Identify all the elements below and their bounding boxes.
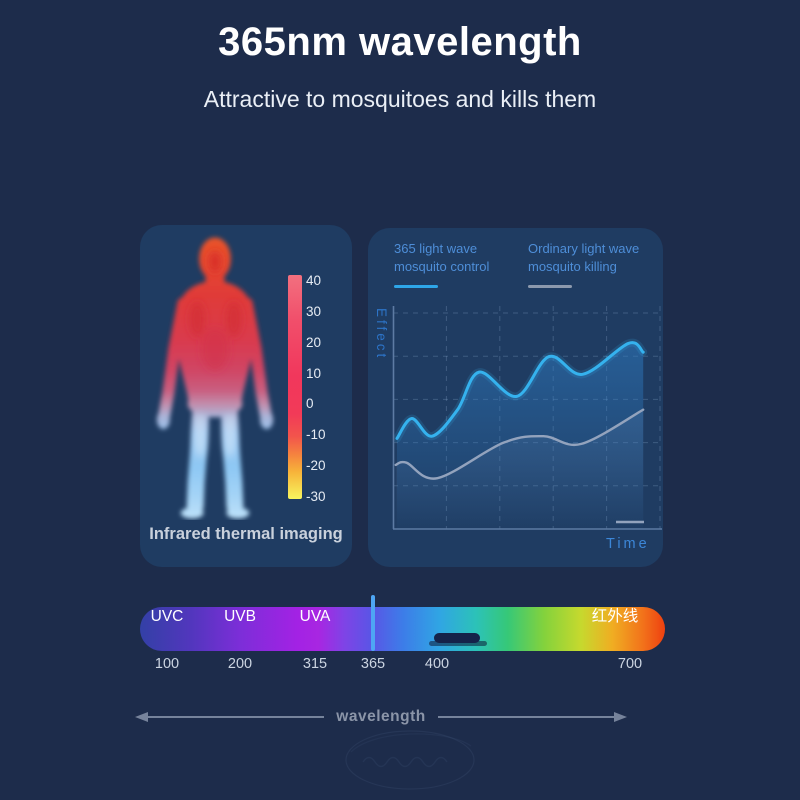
scale-label: -30 bbox=[306, 489, 326, 504]
axis-line bbox=[437, 716, 615, 718]
thermal-imaging-panel: 40 30 20 10 0 -10 -20 -30 Infrared therm… bbox=[140, 225, 352, 567]
wavelength-spectrum: UVC UVB UVA 红外线 100 200 315 365 400 700 bbox=[140, 595, 665, 680]
arrow-right-icon bbox=[614, 712, 628, 722]
wavelength-axis-label: wavelength bbox=[336, 708, 426, 725]
legend-item-ordinary: Ordinary light wave mosquito killing bbox=[528, 240, 639, 288]
page-subtitle: Attractive to mosquitoes and kills them bbox=[203, 86, 597, 112]
watermark bbox=[345, 730, 475, 790]
lamp-dash-shadow bbox=[429, 641, 487, 646]
wavelength-tick: 315 bbox=[302, 656, 328, 672]
scale-label: 20 bbox=[306, 335, 322, 350]
spectrum-band-uvc: UVC bbox=[150, 608, 184, 625]
wavelength-tick: 400 bbox=[424, 656, 450, 672]
x-axis-label: Time bbox=[606, 536, 650, 552]
y-axis-label: Effect bbox=[374, 308, 389, 361]
wavelength-tick: 100 bbox=[154, 656, 180, 672]
scale-label: 30 bbox=[306, 304, 322, 319]
page-title: 365nm wavelength bbox=[218, 20, 582, 64]
legend-label: mosquito control bbox=[394, 259, 490, 274]
thermal-caption: Infrared thermal imaging bbox=[149, 525, 343, 543]
spectrum-band-infrared: 红外线 bbox=[591, 608, 639, 625]
effect-chart-panel: 365 light wave mosquito control Ordinary… bbox=[368, 228, 663, 567]
lamp-dash-marker bbox=[434, 633, 480, 643]
chart-axes bbox=[392, 306, 662, 530]
effect-time-chart bbox=[392, 306, 662, 530]
arrow-left-icon bbox=[135, 712, 148, 722]
wavelength-tick: 200 bbox=[227, 656, 253, 672]
scale-label: -10 bbox=[306, 427, 326, 442]
wavelength-tick: 365 bbox=[360, 656, 386, 672]
spectrum-band-uvb: UVB bbox=[224, 608, 256, 625]
scale-label: 40 bbox=[306, 273, 322, 288]
wavelength-axis: wavelength bbox=[135, 708, 628, 726]
spectrum-gradient-bar bbox=[140, 607, 665, 651]
thermal-body-image bbox=[156, 237, 274, 519]
scale-label: 0 bbox=[306, 396, 314, 411]
scale-label: 10 bbox=[306, 366, 322, 381]
wavelength-tick: 700 bbox=[617, 656, 643, 672]
chart-series bbox=[393, 338, 648, 529]
legend-label: Ordinary light wave bbox=[528, 241, 640, 256]
spectrum-band-uva: UVA bbox=[299, 608, 331, 625]
axis-line bbox=[148, 716, 325, 718]
temperature-scale-bar bbox=[288, 275, 302, 499]
scale-label: -20 bbox=[306, 458, 326, 473]
legend-swatch-365 bbox=[394, 285, 438, 288]
legend-label: mosquito killing bbox=[528, 259, 617, 274]
legend-swatch-ordinary bbox=[528, 285, 572, 288]
legend-item-365: 365 light wave mosquito control bbox=[394, 240, 489, 288]
legend-label: 365 light wave bbox=[394, 241, 478, 256]
wavelength-365-marker bbox=[371, 595, 375, 651]
